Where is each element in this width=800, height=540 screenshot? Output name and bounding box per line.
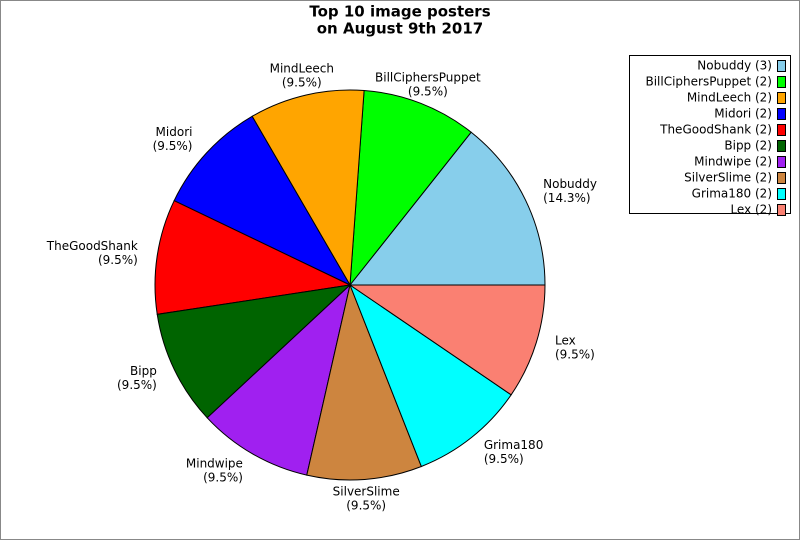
chart-title: Top 10 image posters <box>309 3 490 21</box>
slice-label: MindLeech <box>270 61 334 75</box>
slice-value-label: (9.5%) <box>484 452 524 466</box>
pie-slice <box>306 283 422 481</box>
legend-label: Midori (2) <box>714 107 772 121</box>
slice-label: Midori <box>156 125 193 139</box>
pie-slice <box>251 89 365 287</box>
legend-box <box>629 55 791 214</box>
legend-swatch <box>777 108 786 120</box>
slice-value-label: (9.5%) <box>98 253 138 267</box>
slice-value-label: (9.5%) <box>555 348 595 362</box>
legend-swatch <box>777 124 786 136</box>
slice-value-label: (14.3%) <box>543 191 590 205</box>
legend-label: TheGoodShank (2) <box>659 123 772 137</box>
slice-label: Nobuddy <box>543 177 597 191</box>
legend-label: Bipp (2) <box>724 139 772 153</box>
slice-label: SilverSlime <box>333 484 400 498</box>
legend-swatch <box>777 140 786 152</box>
slice-label: Lex <box>555 334 576 348</box>
pie-slice <box>348 283 512 468</box>
slice-label: Grima180 <box>484 438 544 452</box>
legend-label: Lex (2) <box>730 203 772 217</box>
legend-label: MindLeech (2) <box>687 91 772 105</box>
slice-value-label: (9.5%) <box>117 378 157 392</box>
pie-slice <box>348 131 546 286</box>
slice-label: BillCiphersPuppet <box>375 71 481 85</box>
legend-swatch <box>777 92 786 104</box>
slice-label: Mindwipe <box>186 456 243 470</box>
legend-label: Nobuddy (3) <box>697 59 772 73</box>
chart-title: on August 9th 2017 <box>317 20 484 38</box>
slice-value-label: (9.5%) <box>203 470 243 484</box>
pie-slice <box>348 284 546 396</box>
slice-value-label: (9.5%) <box>346 498 386 512</box>
legend-swatch <box>777 76 786 88</box>
legend-swatch <box>777 204 786 216</box>
pie-slice <box>154 200 352 315</box>
legend-swatch <box>777 156 786 168</box>
pie-slice <box>173 115 352 287</box>
slice-label: TheGoodShank <box>46 239 138 253</box>
legend-label: BillCiphersPuppet (2) <box>645 75 772 89</box>
slice-label: Bipp <box>130 364 157 378</box>
legend-label: Grima180 (2) <box>692 187 772 201</box>
legend-label: SilverSlime (2) <box>684 171 772 185</box>
pie-slice <box>206 283 351 476</box>
legend-swatch <box>777 188 786 200</box>
legend-swatch <box>777 60 786 72</box>
slice-value-label: (9.5%) <box>408 85 448 99</box>
pie-slice <box>156 284 352 419</box>
legend-label: Mindwipe (2) <box>694 155 772 169</box>
slice-value-label: (9.5%) <box>153 139 193 153</box>
pie-slice <box>349 89 472 287</box>
legend-swatch <box>777 172 786 184</box>
slice-value-label: (9.5%) <box>282 75 322 89</box>
